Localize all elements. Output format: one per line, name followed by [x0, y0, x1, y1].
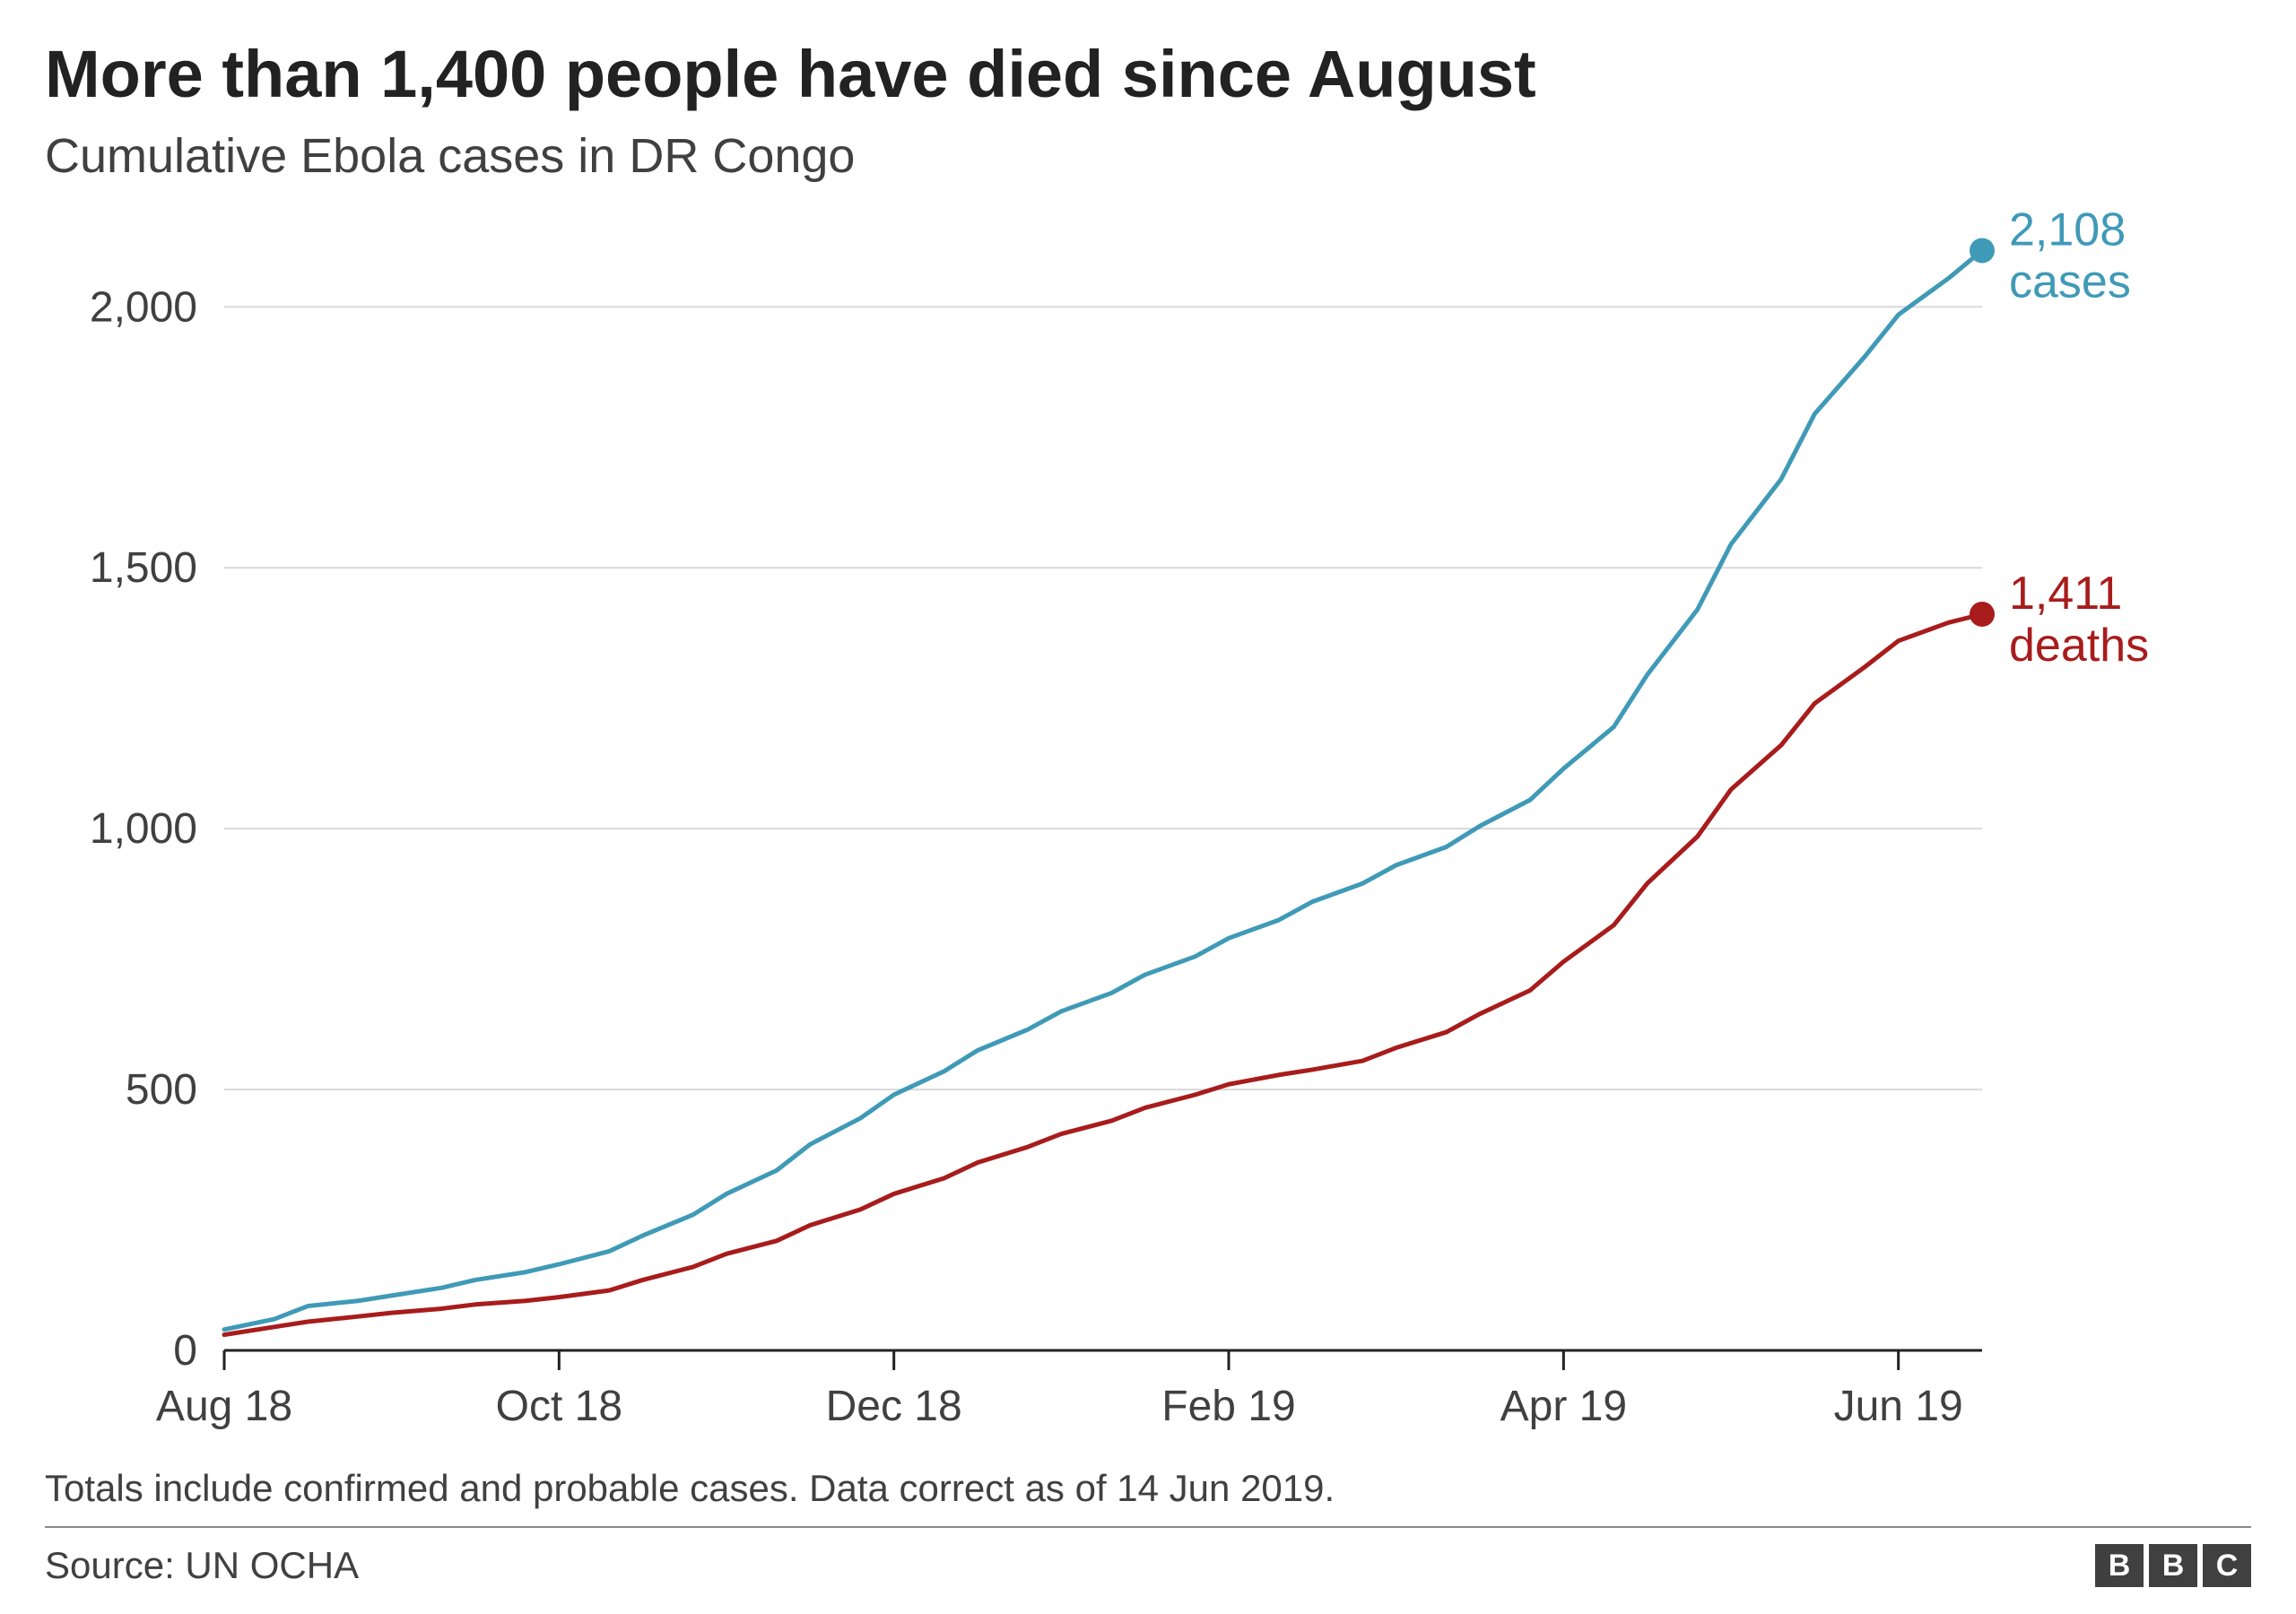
x-axis-tick-label: Dec 18: [826, 1383, 962, 1430]
bbc-logo-letter: B: [2095, 1544, 2144, 1587]
chart-footer: Totals include confirmed and probable ca…: [45, 1467, 2251, 1587]
y-axis-tick-label: 1,500: [90, 544, 197, 592]
chart-source: Source: UN OCHA: [45, 1544, 359, 1587]
series-end-value-deaths: 1,411: [2009, 568, 2122, 620]
y-axis-tick-label: 2,000: [90, 283, 197, 331]
series-end-label-deaths: deaths: [2009, 620, 2149, 672]
y-axis-tick-label: 0: [173, 1327, 197, 1375]
chart-area: 0 500 1,000 1,500 2,000 Aug 18 Oct 18 Dec 18 Feb…: [45, 202, 2251, 1449]
series-line-deaths: [224, 614, 1982, 1335]
chart-note: Totals include confirmed and probable ca…: [45, 1467, 2251, 1528]
y-axis-tick-label: 500: [126, 1066, 197, 1114]
bbc-logo: B B C: [2095, 1544, 2251, 1587]
bbc-logo-letter: B: [2149, 1544, 2197, 1587]
x-axis-tick-label: Jun 19: [1834, 1383, 1963, 1430]
series-end-marker-cases: [1970, 238, 1995, 263]
series-end-value-cases: 2,108: [2009, 204, 2126, 256]
x-axis-tick-label: Oct 18: [496, 1383, 622, 1430]
y-axis-tick-label: 1,000: [90, 805, 197, 853]
line-chart-svg: 0 500 1,000 1,500 2,000 Aug 18 Oct 18 Dec 18 Feb…: [45, 202, 2251, 1449]
x-axis-tick-label: Apr 19: [1500, 1383, 1627, 1430]
chart-title: More than 1,400 people have died since A…: [45, 36, 2251, 112]
series-end-label-cases: cases: [2009, 256, 2131, 308]
series-end-marker-deaths: [1970, 602, 1995, 627]
x-axis-tick-label: Feb 19: [1161, 1383, 1295, 1430]
series-line-cases: [224, 250, 1982, 1329]
bbc-logo-letter: C: [2203, 1544, 2251, 1587]
x-axis-tick-label: Aug 18: [156, 1383, 292, 1430]
chart-subtitle: Cumulative Ebola cases in DR Congo: [45, 128, 2251, 184]
